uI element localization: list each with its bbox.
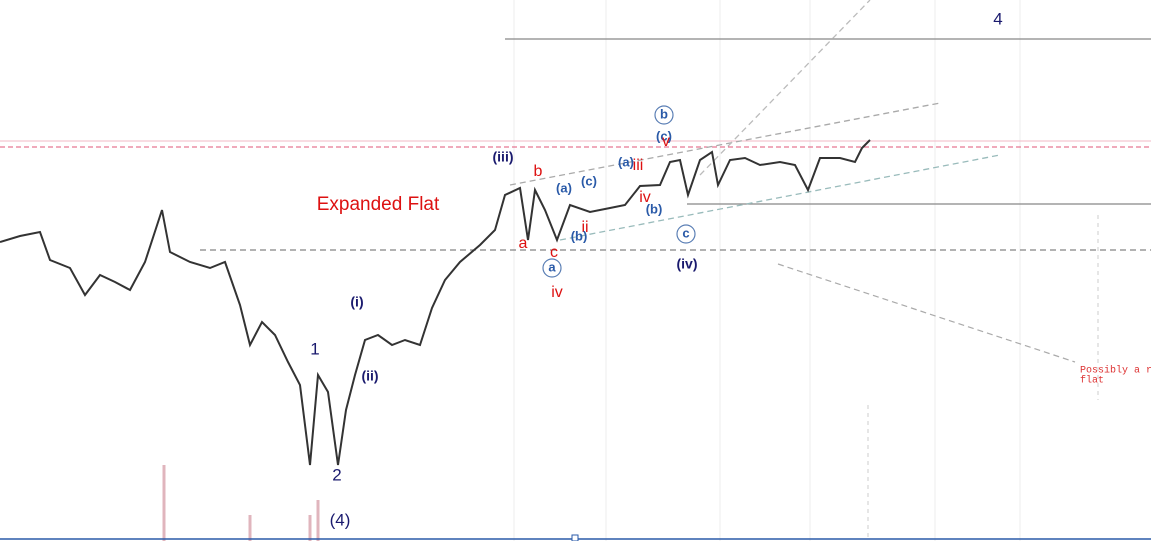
volume [162,465,320,541]
wave-label: (4) [330,510,351,529]
wave-label: iv [551,284,563,301]
handle[interactable] [571,534,579,541]
wave-label: c [550,244,558,261]
wave-label: (iv) [677,256,698,272]
wave-label: c [682,225,689,240]
note-label: Possibly a r [1080,365,1151,377]
labels: 4 b (c) v (iii) (a) iii b (a) (c) iv (b)… [310,9,1151,529]
wave-label: (a) [556,180,572,195]
label-circle [676,224,696,244]
wave-label: 1 [310,339,319,358]
pattern-label: Expanded Flat [317,194,440,215]
wave-label: v [662,133,670,150]
wave-label: b [660,106,668,121]
circles [542,105,696,278]
wave-label: (iii) [493,149,514,165]
wave-label: b [534,163,543,180]
wave-label: (b) [571,228,588,243]
trend-line [699,0,871,176]
wave-label: (a) [618,154,634,169]
wave-label: (i) [350,294,363,310]
wave-label: (b) [646,201,663,216]
trend-line [559,154,1001,241]
wave-label: (ii) [361,368,378,384]
wave-label: ii [581,219,588,236]
arrow-line [777,263,1076,363]
wave-label: 4 [993,9,1002,28]
trend-line [509,102,941,186]
wave-label: iii [633,157,644,174]
wave-label: a [548,259,556,274]
label-circle [542,258,562,278]
price-line [0,139,871,466]
wave-label: (c) [656,128,672,143]
note-label: flat [1080,375,1104,387]
grid [513,0,1021,541]
label-circle [654,105,674,125]
wave-label: a [519,235,528,252]
wave-label: (c) [581,173,597,188]
wave-label: 2 [332,465,341,484]
wave-label: iv [639,189,651,206]
